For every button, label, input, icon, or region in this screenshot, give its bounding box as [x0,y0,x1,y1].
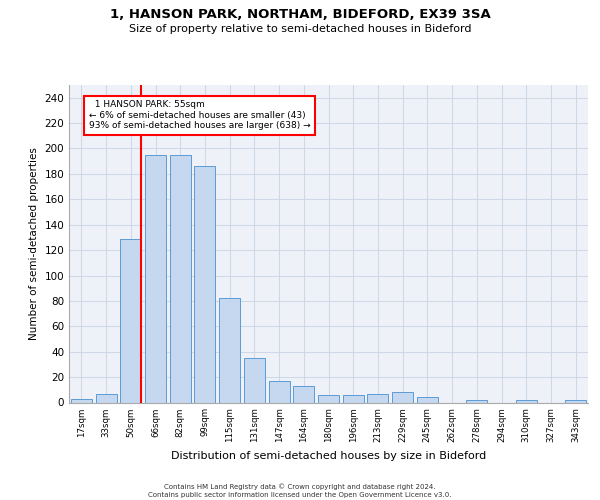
Bar [269,381,290,402]
Bar [145,155,166,402]
Text: 1, HANSON PARK, NORTHAM, BIDEFORD, EX39 3SA: 1, HANSON PARK, NORTHAM, BIDEFORD, EX39 … [110,8,490,20]
Bar [392,392,413,402]
Text: Size of property relative to semi-detached houses in Bideford: Size of property relative to semi-detach… [129,24,471,34]
Bar [194,166,215,402]
Y-axis label: Number of semi-detached properties: Number of semi-detached properties [29,148,39,340]
Bar [219,298,240,403]
Text: Contains HM Land Registry data © Crown copyright and database right 2024.
Contai: Contains HM Land Registry data © Crown c… [148,484,452,498]
Bar [71,398,92,402]
Bar [293,386,314,402]
Bar [343,395,364,402]
Bar [244,358,265,403]
Bar [367,394,388,402]
Text: 1 HANSON PARK: 55sqm
← 6% of semi-detached houses are smaller (43)
93% of semi-d: 1 HANSON PARK: 55sqm ← 6% of semi-detach… [89,100,310,130]
Bar [516,400,537,402]
Bar [170,155,191,402]
X-axis label: Distribution of semi-detached houses by size in Bideford: Distribution of semi-detached houses by … [171,450,486,460]
Bar [120,238,141,402]
Bar [95,394,116,402]
Bar [417,398,438,402]
Bar [466,400,487,402]
Bar [565,400,586,402]
Bar [318,395,339,402]
